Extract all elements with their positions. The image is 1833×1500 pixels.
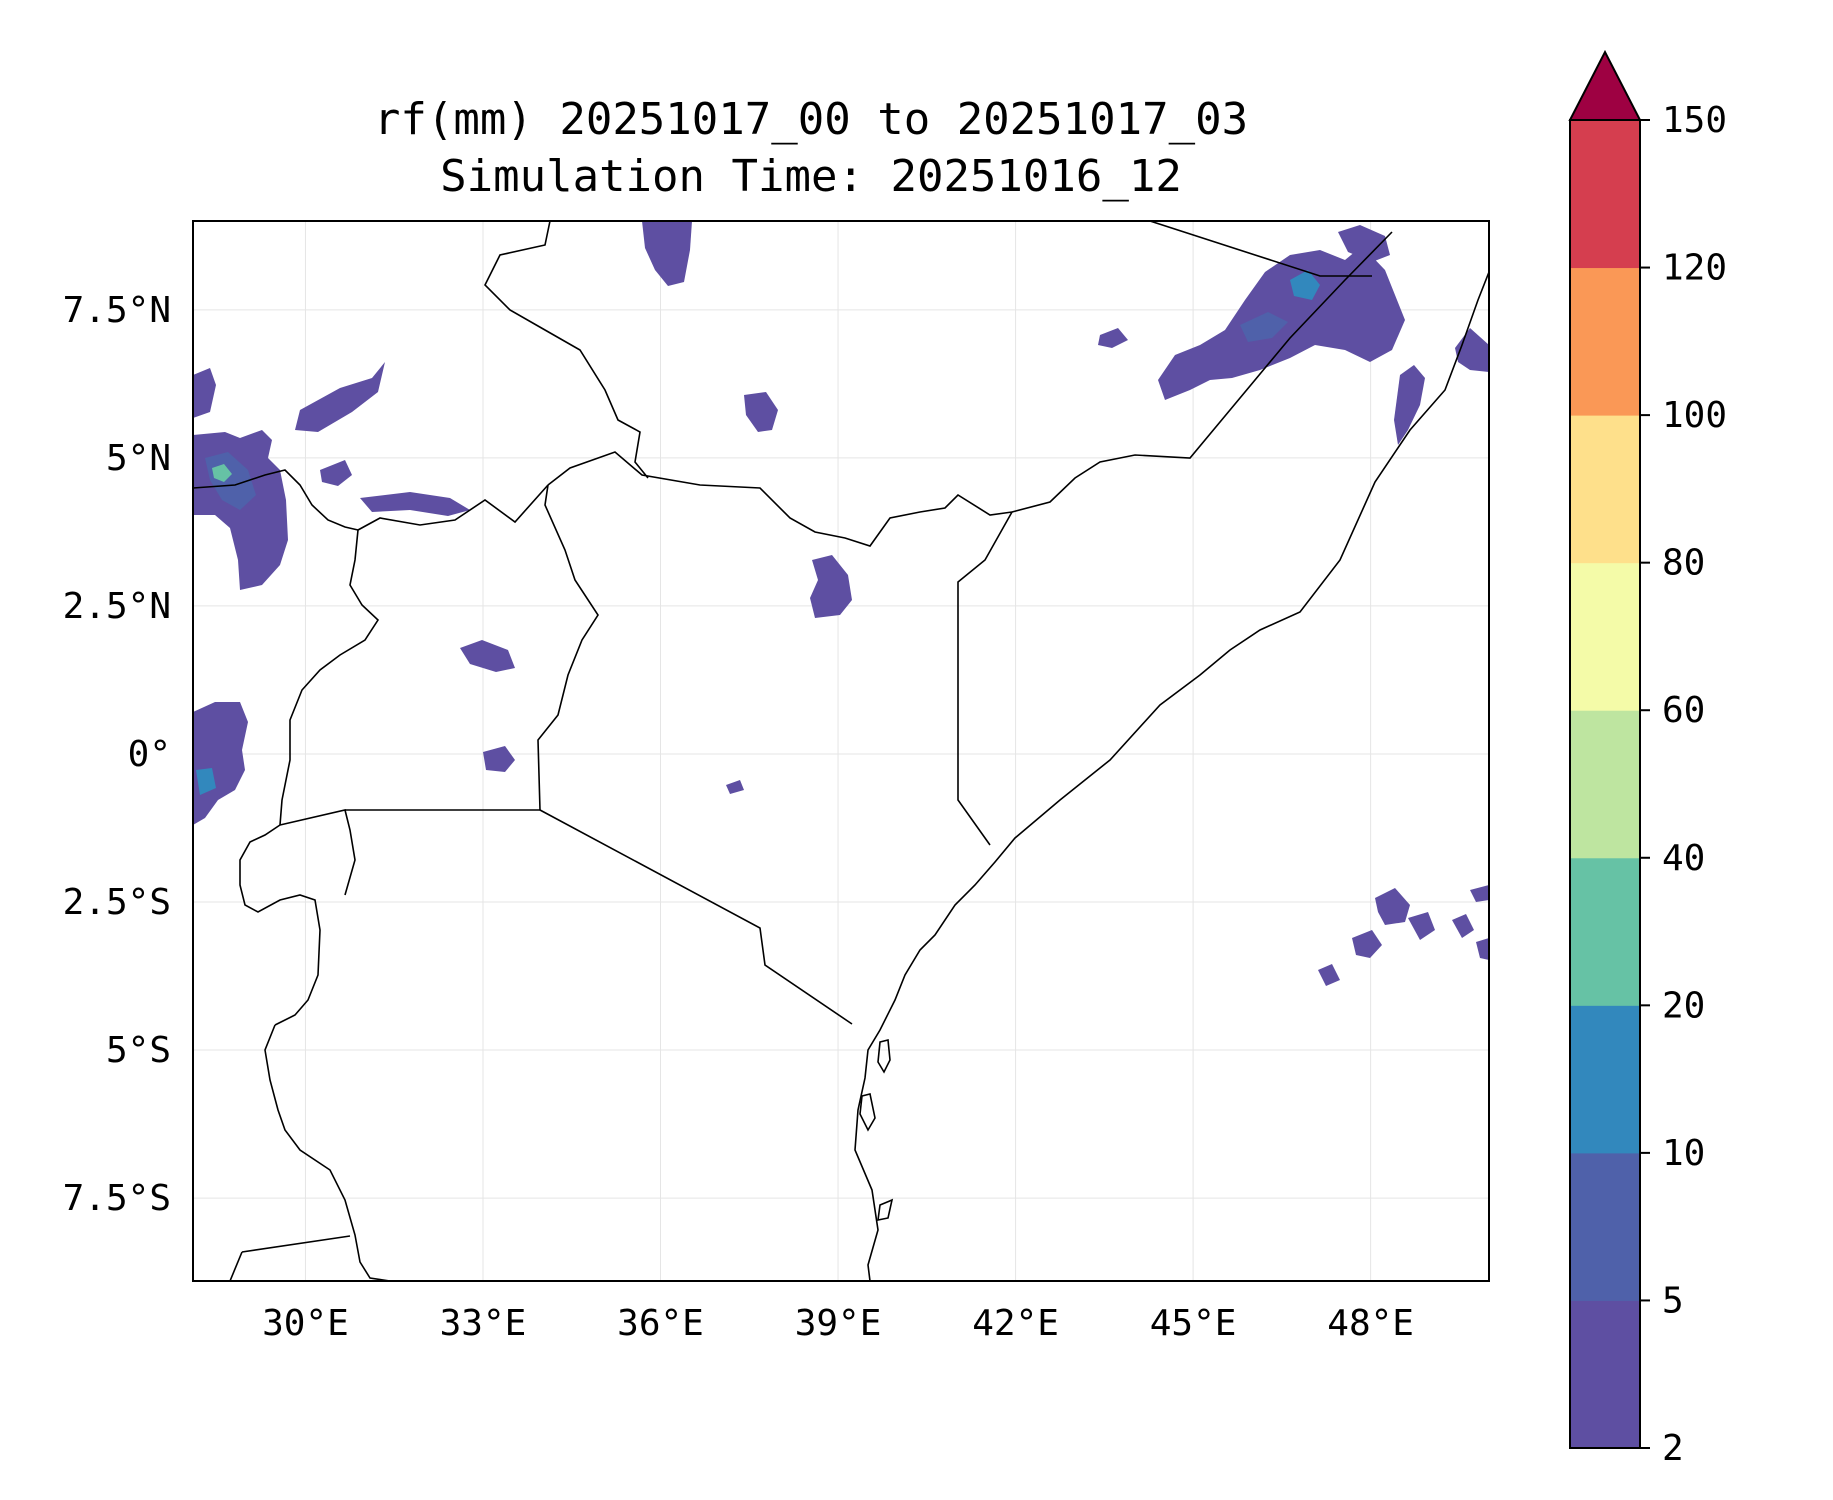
x-tick-label: 45°E [1150, 1303, 1237, 1344]
colorbar-tick-label: 120 [1662, 248, 1727, 289]
coastline [854, 271, 1489, 1281]
rain-cell-equatoria [295, 362, 385, 432]
colorbar-tick-label: 80 [1662, 543, 1705, 584]
border-kenya-uganda [537, 484, 599, 811]
mafia-island [877, 1198, 894, 1222]
colorbar-tick-label: 100 [1662, 395, 1727, 436]
y-tick-label: 2.5°N [63, 586, 171, 627]
rain-cell-drc [193, 702, 248, 825]
border-kenya-tanzania [539, 809, 853, 1025]
border-tanzania-zambia [241, 1235, 351, 1253]
rain-cell-ethiopia [642, 221, 692, 286]
border-uganda-rwanda [279, 809, 356, 896]
rain-cell-somaliland-east [1338, 225, 1390, 262]
rain-cell-nw-sudan-peak [212, 464, 232, 482]
border-kenya-ethiopia [547, 451, 1013, 547]
border-south-sudan-uganda [357, 484, 549, 531]
rain-cell-somali-coast [1394, 365, 1425, 445]
rain-cell-ocean-6 [1470, 885, 1489, 902]
rain-cell-ocean-3 [1408, 912, 1435, 940]
border-south-sudan-ethiopia [484, 221, 649, 479]
map-frame [192, 220, 1490, 1282]
border-tanzania-west [264, 1024, 391, 1281]
rain-cell-ocean-1 [1375, 888, 1410, 925]
rain-cell-western-kenya [483, 746, 515, 772]
rain-cell-equatoria-small [320, 460, 352, 486]
colorbar-segment [1570, 1300, 1640, 1449]
islands-layer [859, 1038, 894, 1222]
colorbar-segment [1570, 857, 1640, 1006]
gridlines [193, 221, 1489, 1281]
colorbar-segment [1570, 1005, 1640, 1154]
rain-cell-nw-sudan-north [193, 368, 216, 418]
rain-cell-turkana [810, 555, 852, 618]
colorbar-segment [1570, 562, 1640, 711]
y-tick-label: 5°N [106, 438, 171, 479]
border-drc-south-sudan [193, 469, 359, 531]
y-tick-label: 7.5°S [63, 1178, 171, 1219]
border-drc-uganda [279, 529, 380, 826]
rain-cell-ocean-2 [1352, 930, 1382, 958]
colorbar-segment [1570, 710, 1640, 859]
colorbar-tick-label: 150 [1662, 100, 1727, 141]
x-tick-label: 33°E [440, 1303, 527, 1344]
rain-cell-uganda [460, 640, 515, 672]
border-kenya-somalia [957, 511, 1013, 846]
rain-cell-ethiopia-small [744, 392, 778, 432]
colorbar-segment [1570, 415, 1640, 564]
y-tick-label: 2.5°S [63, 882, 171, 923]
zanzibar-island [859, 1093, 876, 1132]
border-rwanda-burundi [239, 824, 321, 1026]
map-subtitle: Simulation Time: 20251016_12 [440, 151, 1182, 202]
colorbar-tick-label: 10 [1662, 1133, 1705, 1174]
x-tick-label: 48°E [1327, 1303, 1414, 1344]
rain-cell-somaliland-core-2 [1240, 312, 1288, 342]
rain-cell-somaliland-core [1290, 270, 1320, 300]
rainfall-layer [193, 221, 1489, 986]
colorbar-segment [1570, 267, 1640, 416]
colorbar-tick-label: 5 [1662, 1280, 1684, 1321]
y-tick-label: 5°S [106, 1030, 171, 1071]
y-tick-label: 7.5°N [63, 290, 171, 331]
borders-layer [193, 221, 1489, 1281]
rain-cell-somali-west [1098, 328, 1128, 348]
rain-cell-equatoria-south [360, 492, 470, 516]
colorbar-tick-label: 20 [1662, 985, 1705, 1026]
colorbar: 2 5 10 20 40 60 80 100 120 150 [1568, 49, 1727, 1469]
rain-cell-drc-core [196, 768, 216, 795]
x-tick-label: 30°E [262, 1303, 349, 1344]
colorbar-extend-triangle [1568, 49, 1642, 121]
map-panel: 30°E 33°E 36°E 39°E 42°E 45°E 48°E 7.5°N 5°N 2.5… [63, 220, 1490, 1344]
border-sw-corner [229, 1251, 243, 1281]
rain-cell-kenya-small [726, 780, 744, 794]
rain-cell-ocean-7 [1476, 938, 1489, 960]
colorbar-tick-label: 40 [1662, 838, 1705, 879]
rain-cell-ocean-4 [1452, 914, 1474, 938]
x-tick-label: 36°E [617, 1303, 704, 1344]
map-title: rf(mm) 20251017_00 to 20251017_03 [374, 94, 1248, 145]
x-tick-label: 42°E [972, 1303, 1059, 1344]
x-tick-label: 39°E [795, 1303, 882, 1344]
y-tick-label: 0° [128, 734, 171, 775]
colorbar-tick-label: 2 [1662, 1428, 1684, 1469]
pemba-island [877, 1038, 891, 1074]
colorbar-segment [1570, 120, 1640, 269]
colorbar-segment [1570, 1152, 1640, 1301]
x-axis-ticks: 30°E 33°E 36°E 39°E 42°E 45°E 48°E [262, 1303, 1414, 1344]
rain-cell-ocean-5 [1318, 964, 1340, 986]
border-ethiopia-somalia [1011, 231, 1393, 513]
colorbar-tick-label: 60 [1662, 690, 1705, 731]
y-axis-ticks: 7.5°N 5°N 2.5°N 0° 2.5°S 5°S 7.5°S [63, 290, 171, 1219]
map-background [193, 221, 1489, 1281]
colorbar-outline [1569, 119, 1641, 1449]
border-somaliland-north [1149, 221, 1372, 277]
